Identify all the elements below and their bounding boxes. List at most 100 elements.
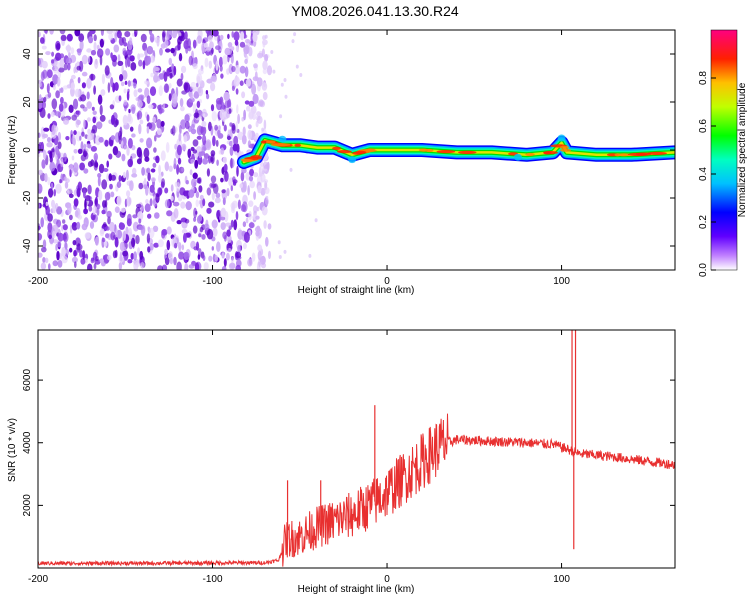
noise-point <box>83 119 86 129</box>
noise-point <box>193 91 200 99</box>
noise-point <box>116 181 122 189</box>
noise-point <box>74 210 79 218</box>
noise-point <box>43 96 47 103</box>
noise-point <box>214 255 218 262</box>
noise-point <box>128 108 131 114</box>
noise-point <box>284 94 288 99</box>
noise-point <box>139 119 144 125</box>
noise-point <box>240 31 245 41</box>
noise-point <box>161 178 166 188</box>
noise-point <box>79 135 82 141</box>
noise-point <box>92 110 97 116</box>
noise-point <box>153 242 159 248</box>
ridge-hotspot <box>618 153 630 157</box>
noise-point <box>80 258 86 265</box>
noise-point <box>121 153 126 162</box>
noise-point <box>117 60 124 66</box>
noise-point <box>150 168 156 173</box>
noise-point <box>97 173 102 178</box>
noise-point <box>106 173 110 182</box>
noise-point <box>39 81 42 88</box>
noise-point <box>207 35 213 42</box>
noise-point <box>55 90 60 99</box>
noise-point <box>63 176 68 182</box>
noise-point <box>126 146 130 156</box>
noise-point <box>264 34 268 39</box>
noise-point <box>59 30 66 35</box>
noise-point <box>91 106 95 111</box>
noise-point <box>235 46 239 52</box>
noise-point <box>51 124 56 136</box>
noise-point <box>168 165 173 172</box>
noise-point <box>210 175 217 184</box>
noise-point <box>166 210 173 217</box>
noise-point <box>161 264 168 270</box>
noise-point <box>185 201 192 211</box>
noise-point <box>68 104 74 114</box>
noise-point <box>62 224 68 231</box>
noise-point <box>109 104 115 110</box>
noise-point <box>82 188 86 199</box>
noise-point <box>108 153 113 160</box>
noise-point <box>265 236 269 247</box>
noise-point <box>57 232 64 242</box>
noise-point <box>268 250 271 260</box>
noise-point <box>83 208 88 215</box>
noise-point <box>76 61 80 68</box>
colorbar-tick-label: 0.8 <box>698 71 709 85</box>
noise-point <box>138 59 143 67</box>
noise-point <box>206 46 211 52</box>
noise-point <box>214 197 221 204</box>
noise-point <box>138 218 142 224</box>
noise-point <box>122 50 128 56</box>
noise-point <box>87 134 92 141</box>
ridge-hotspot <box>543 151 558 155</box>
noise-point <box>76 110 81 116</box>
noise-point <box>146 45 154 55</box>
noise-point <box>114 32 117 43</box>
noise-point <box>38 143 41 154</box>
noise-point <box>66 33 73 42</box>
noise-point <box>51 59 55 64</box>
noise-point <box>83 143 87 150</box>
ridge-hotspot <box>265 140 276 144</box>
noise-point <box>134 262 141 268</box>
noise-point <box>149 198 153 207</box>
noise-point <box>111 114 115 125</box>
noise-point <box>185 180 189 185</box>
noise-point <box>66 189 70 196</box>
noise-point <box>221 266 227 270</box>
noise-point <box>243 49 247 58</box>
noise-point <box>272 69 276 74</box>
noise-point <box>100 30 104 36</box>
noise-point <box>61 255 68 264</box>
noise-point <box>125 226 129 235</box>
noise-point <box>240 151 244 156</box>
noise-point <box>99 104 103 116</box>
noise-point <box>215 60 219 71</box>
noise-point <box>38 132 41 138</box>
noise-point <box>40 141 44 152</box>
noise-point <box>280 82 284 87</box>
noise-point <box>170 195 174 202</box>
noise-point <box>208 255 213 262</box>
noise-point <box>183 251 190 261</box>
noise-point <box>130 252 134 260</box>
noise-point <box>199 194 204 200</box>
noise-point <box>105 233 110 239</box>
ridge-hotspot <box>365 148 376 152</box>
noise-point <box>104 139 109 147</box>
noise-point <box>230 157 233 169</box>
noise-point <box>261 255 266 264</box>
noise-point <box>84 198 87 210</box>
noise-point <box>110 135 116 141</box>
noise-point <box>103 222 107 228</box>
noise-point <box>138 53 145 58</box>
noise-point <box>178 53 183 62</box>
noise-point <box>190 81 197 90</box>
noise-point <box>196 135 202 140</box>
noise-point <box>86 91 90 100</box>
noise-point <box>77 77 81 84</box>
noise-point <box>96 44 100 50</box>
colorbar-tick-label: 0.6 <box>698 119 709 133</box>
